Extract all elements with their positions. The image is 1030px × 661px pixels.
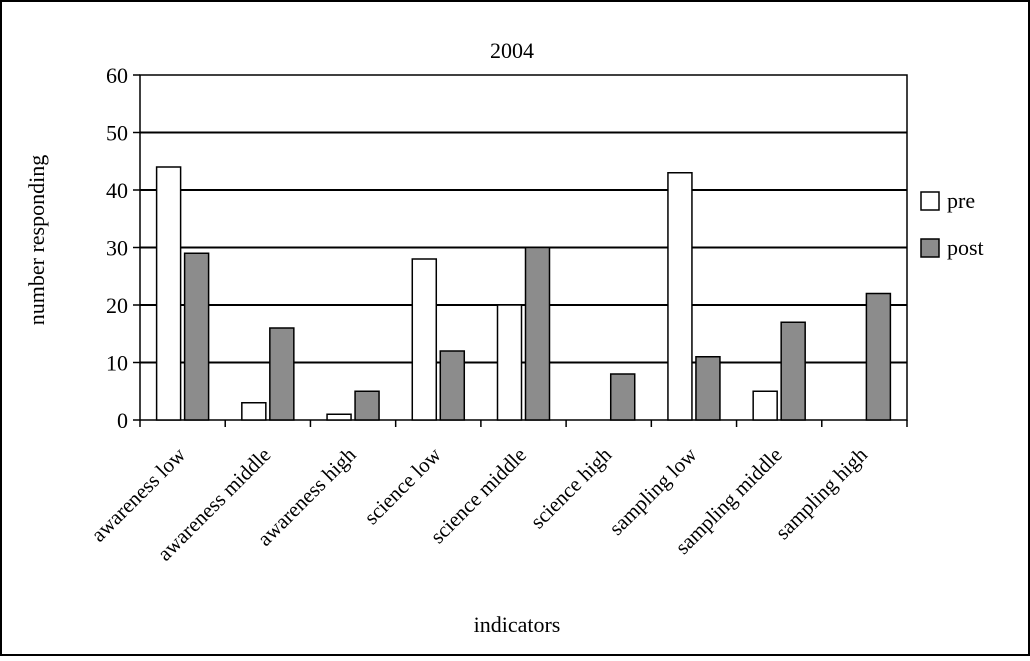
y-tick-label: 60 xyxy=(106,63,128,88)
y-axis-ticks: 0 10 20 30 40 50 60 xyxy=(106,63,140,433)
bar-post-science-middle xyxy=(524,246,551,421)
bar-pre-sampling-low xyxy=(667,172,693,421)
bar-pre-awareness-middle xyxy=(241,402,267,421)
bar-post-science-low xyxy=(439,350,466,421)
bar-post-awareness-high xyxy=(354,390,380,421)
legend: pre post xyxy=(920,188,984,260)
y-axis-label: number responding xyxy=(24,155,49,325)
bar-post-awareness-middle xyxy=(269,327,295,421)
y-tick-label: 30 xyxy=(106,236,128,261)
y-tick-label: 0 xyxy=(117,408,128,433)
y-tick-label: 50 xyxy=(106,121,128,146)
bar-post-sampling-high xyxy=(865,292,892,421)
bar-post-awareness-low xyxy=(183,252,210,421)
legend-label-pre: pre xyxy=(947,188,975,213)
gridlines xyxy=(140,131,907,364)
bar-post-sampling-middle xyxy=(780,321,806,421)
bar-pre-science-low xyxy=(411,258,438,421)
bar-pre-sampling-middle xyxy=(752,390,778,421)
y-tick-label: 40 xyxy=(106,178,128,203)
legend-label-post: post xyxy=(947,235,984,260)
y-tick-label: 20 xyxy=(106,293,128,318)
y-tick-label: 10 xyxy=(106,351,128,376)
bar-post-science-high xyxy=(609,373,636,421)
bar-pre-awareness-high xyxy=(326,413,352,421)
bars xyxy=(155,166,892,421)
x-axis-label: indicators xyxy=(474,612,561,637)
bar-pre-awareness-low xyxy=(155,166,182,421)
bar-post-sampling-low xyxy=(695,356,721,421)
legend-swatch-post xyxy=(920,238,940,258)
legend-swatch-pre xyxy=(920,191,940,211)
bar-pre-science-middle xyxy=(496,304,523,421)
chart-title: 2004 xyxy=(490,38,534,63)
